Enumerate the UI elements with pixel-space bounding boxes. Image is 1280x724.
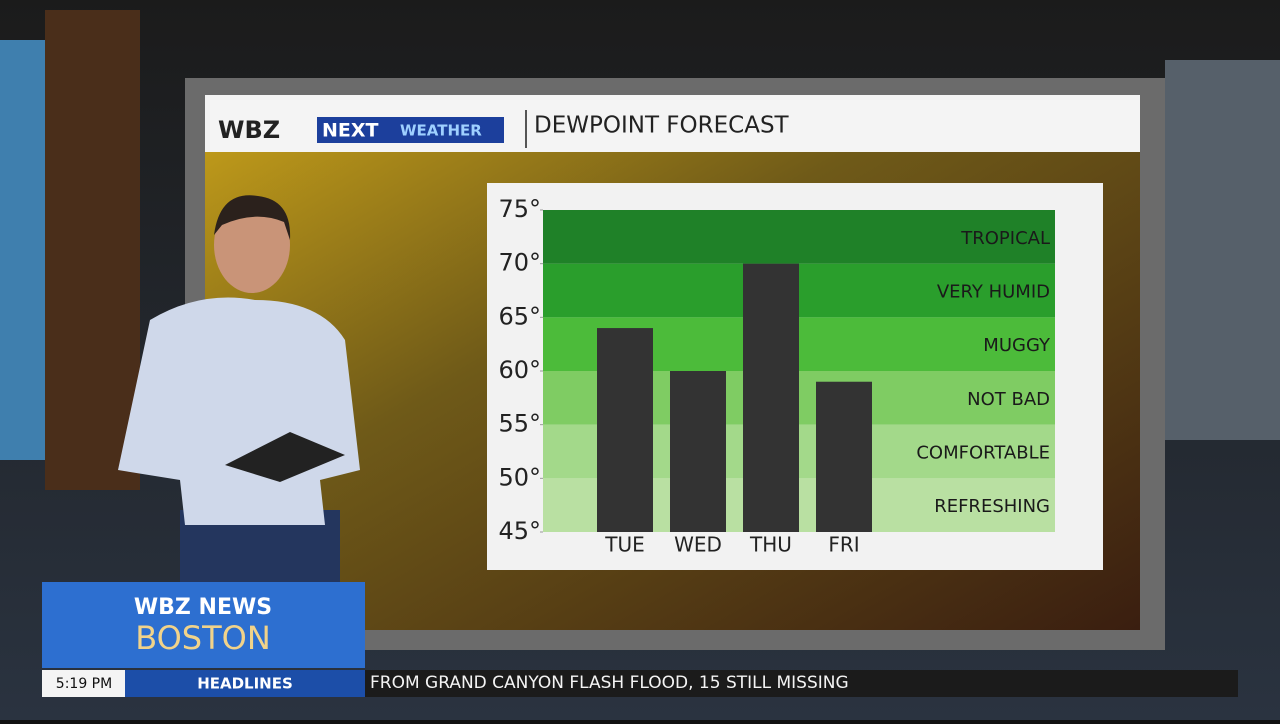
y-tick-label: 55° <box>498 410 541 438</box>
y-tick-label: 70° <box>498 249 541 277</box>
time: 5:19 PM <box>56 676 112 692</box>
bar <box>743 263 799 532</box>
head <box>214 197 290 293</box>
chart: REFRESHING COMFORTABLE NOT BAD MUGGY VERY HU… <box>498 195 1055 557</box>
side-screen <box>0 40 45 460</box>
y-tick-label: 75° <box>498 195 541 223</box>
zone-label: MUGGY <box>983 335 1051 356</box>
y-tick-label: 50° <box>498 463 541 491</box>
wood-panel <box>45 10 140 490</box>
weather-logo: WEATHER <box>400 122 482 140</box>
next-badge <box>317 117 504 143</box>
zone-label: COMFORTABLE <box>916 443 1050 464</box>
x-tick-label: FRI <box>828 533 859 557</box>
presenter <box>118 195 360 585</box>
zone-label: TROPICAL <box>960 228 1050 249</box>
segment-box <box>125 670 365 697</box>
segment: HEADLINES <box>197 675 293 693</box>
zone-band <box>543 210 1055 264</box>
station-logo: WBZ <box>218 116 280 144</box>
hair <box>214 195 291 240</box>
zone-label: REFRESHING <box>934 496 1050 517</box>
y-tick-label: 65° <box>498 302 541 330</box>
bar <box>816 381 872 532</box>
ticker-text: FROM GRAND CANYON FLASH FLOOD, 15 STILL … <box>370 673 849 693</box>
time-box <box>42 670 125 697</box>
tablet <box>225 432 345 482</box>
x-tick-label: THU <box>749 533 792 557</box>
y-tick-label: 45° <box>498 517 541 545</box>
chart-title: DEWPOINT FORECAST <box>534 113 790 139</box>
next-logo: NEXT <box>322 120 379 142</box>
zone-label: VERY HUMID <box>937 282 1050 303</box>
city-window <box>1165 60 1280 440</box>
bar <box>597 328 653 532</box>
city-name: BOSTON <box>135 619 271 657</box>
zone-label: NOT BAD <box>967 389 1050 410</box>
lower-third-box <box>42 582 365 668</box>
x-tick-label: TUE <box>604 533 645 557</box>
network-name: WBZ NEWS <box>134 595 272 620</box>
bar <box>670 371 726 532</box>
y-tick-label: 60° <box>498 356 541 384</box>
x-tick-label: WED <box>674 533 722 557</box>
